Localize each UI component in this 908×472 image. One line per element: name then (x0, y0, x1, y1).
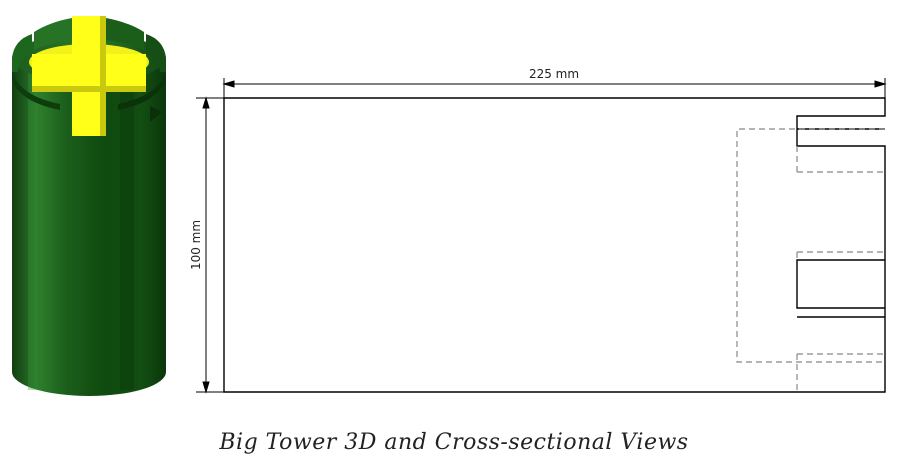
tower-merlon-left (12, 34, 32, 72)
arrow-left (222, 80, 235, 88)
arrow-right (874, 80, 887, 88)
arrow-top (202, 96, 210, 109)
tower-slot-horizontal (32, 54, 146, 92)
tower-merlon-top-left (34, 18, 72, 50)
tower-slot-shade-h (32, 86, 146, 92)
width-dimension-label: 225 mm (529, 67, 579, 81)
width-dimension (222, 78, 887, 98)
tower-front-rim (12, 72, 60, 110)
hidden-lines (736, 128, 885, 392)
arrow-bottom (202, 381, 210, 394)
tower-highlight (28, 70, 38, 390)
tower-notch (150, 106, 162, 122)
hidden-cavity-outline (736, 128, 885, 363)
height-dimension (196, 96, 224, 394)
tower-slot-shade (100, 16, 106, 136)
cross-section-outline (223, 97, 886, 393)
tower-shadow-band (120, 70, 134, 390)
tower-merlon-right (146, 34, 166, 72)
tower-body (12, 58, 166, 396)
height-dimension-label: 100 mm (189, 220, 203, 270)
cross-section-view (223, 97, 886, 393)
tower-3d-view (12, 16, 166, 396)
tower-front-rim-right (118, 72, 166, 110)
figure-caption: Big Tower 3D and Cross-sectional Views (219, 430, 689, 455)
tower-merlon-top-right (106, 18, 144, 50)
